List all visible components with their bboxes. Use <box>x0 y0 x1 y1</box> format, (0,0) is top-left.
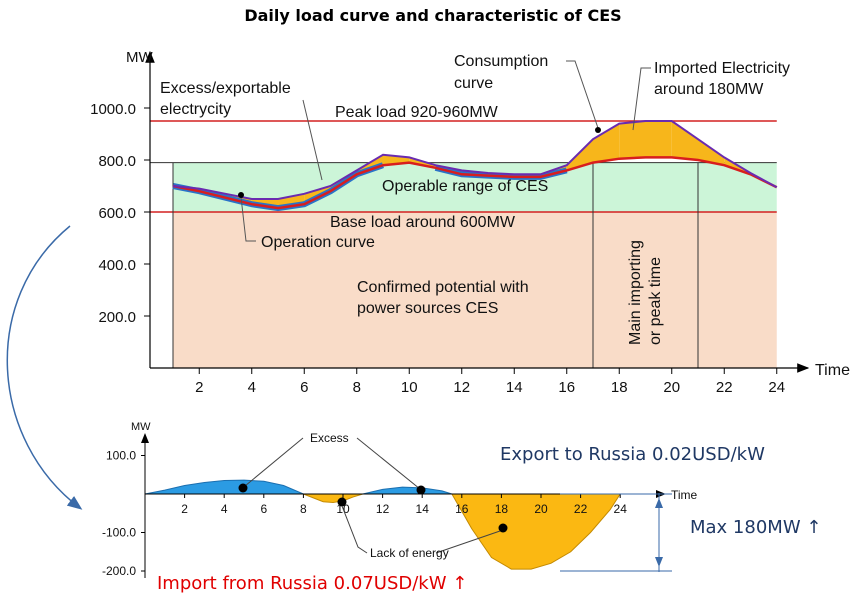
gap-segment <box>698 139 725 166</box>
top-x-tick-label: 16 <box>558 379 575 396</box>
base-load-region <box>173 212 777 368</box>
annotation-peak-time-line1: Main importing <box>627 240 644 345</box>
excess-area <box>362 486 453 495</box>
top-y-axis-label: MW <box>126 49 153 66</box>
bottom-x-tick-label: 20 <box>534 502 548 516</box>
imported-leader-line <box>632 67 651 131</box>
top-x-axis-label: Time <box>815 362 850 379</box>
top-x-tick-label: 24 <box>768 379 785 396</box>
bottom-x-tick-label: 6 <box>260 502 267 516</box>
annotation-base-load: Base load around 600MW <box>330 214 516 231</box>
annotation-consumption: Consumption curve <box>454 53 553 92</box>
lack-leader-left <box>341 505 368 554</box>
annotation-operation: Operation curve <box>261 234 375 251</box>
operation-curve <box>172 156 778 210</box>
top-y-tick-label: 1000.0 <box>90 101 136 118</box>
top-y-tick-label: 600.0 <box>98 205 136 222</box>
chart-title: Daily load curve and characteristic of C… <box>244 6 622 25</box>
top-x-tick-label: 8 <box>353 379 361 396</box>
annotation-excess-line1: Excess/exportable <box>160 80 291 97</box>
gap-segment <box>645 121 672 158</box>
top-x-tick-label: 12 <box>453 379 470 396</box>
bottom-x-tick-label: 12 <box>376 502 390 516</box>
lack-leader-right <box>435 530 501 554</box>
bottom-x-tick-label: 24 <box>614 502 628 516</box>
gap-segment <box>593 123 620 163</box>
top-y-tick-label: 800.0 <box>98 153 136 170</box>
top-x-tick-label: 18 <box>611 379 628 396</box>
top-x-tick-label: 22 <box>716 379 733 396</box>
bottom-y-tick-label: 100.0 <box>106 449 136 463</box>
bottom-x-tick-label: 16 <box>455 502 469 516</box>
operation-marker <box>238 192 244 198</box>
lack-marker-2 <box>498 523 508 533</box>
max-text: Max 180MW ↑ <box>690 517 822 538</box>
annotation-confirmed-line1: Confirmed potential with <box>357 279 529 296</box>
bottom-x-tick-label: 14 <box>416 502 430 516</box>
annotation-confirmed-line2: power sources CES <box>357 300 498 317</box>
gap-segment <box>619 121 646 159</box>
annotation-imported-line2: around 180MW <box>654 81 764 98</box>
bottom-x-axis-label: Time <box>671 488 698 502</box>
lack-of-energy-area <box>451 493 622 570</box>
bottom-y-tick-label: -100.0 <box>102 526 136 540</box>
import-text: Import from Russia 0.07USD/kW ↑ <box>157 573 468 594</box>
top-x-tick-label: 20 <box>663 379 680 396</box>
annotation-peak-time: Main importing or peak time <box>627 236 664 345</box>
bottom-x-tick-label: 4 <box>221 502 228 516</box>
annotation-excess: Excess/exportable electrycity <box>160 80 295 118</box>
excess-area <box>144 479 304 495</box>
annotation-consumption-line2: curve <box>454 75 493 92</box>
bottom-x-tick-label: 18 <box>495 502 509 516</box>
annotation-bottom-excess: Excess <box>310 431 349 445</box>
lack-of-energy-area <box>303 493 363 503</box>
bottom-y-axis-label: MW <box>131 421 151 433</box>
consumption-curve <box>172 120 778 200</box>
excess-marker-1 <box>238 483 248 493</box>
top-x-tick-label: 6 <box>300 379 308 396</box>
operation-leader-line <box>240 196 256 242</box>
annotation-operable: Operable range of CES <box>382 178 548 195</box>
top-y-tick-label: 400.0 <box>98 257 136 274</box>
top-x-tick-label: 4 <box>248 379 256 396</box>
connector-arrow <box>6 225 83 510</box>
bottom-x-tick-label: 8 <box>300 502 307 516</box>
bottom-x-tick-label: 2 <box>181 502 188 516</box>
annotation-consumption-line1: Consumption <box>454 53 548 70</box>
consumption-leader-line <box>566 60 599 129</box>
excess-marker-2 <box>416 485 426 495</box>
annotation-peak-time-line2: or peak time <box>647 257 664 345</box>
top-x-tick-label: 14 <box>506 379 523 396</box>
annotation-excess-line2: electrycity <box>160 101 231 118</box>
top-chart: 2 4 6 8 10 12 14 16 18 20 22 24200.0400.0600.0800.0… <box>90 49 850 396</box>
annotation-imported: Imported Electricity around 180MW <box>654 60 795 98</box>
bottom-y-tick-label: -200.0 <box>102 564 136 578</box>
lack-marker-1 <box>337 497 347 507</box>
annotation-confirmed: Confirmed potential with power sources C… <box>357 279 533 317</box>
export-text: Export to Russia 0.02USD/kW <box>500 444 765 465</box>
consumption-marker <box>595 127 601 133</box>
excess-leader-left <box>244 437 304 487</box>
annotation-peak-load: Peak load 920-960MW <box>335 104 499 121</box>
gap-segment <box>671 121 698 160</box>
top-x-tick-label: 10 <box>401 379 418 396</box>
top-y-tick-label: 200.0 <box>98 309 136 326</box>
excess-leader-right <box>356 437 421 490</box>
top-x-tick-label: 2 <box>195 379 203 396</box>
annotation-bottom-lack: Lack of energy <box>370 546 449 560</box>
annotation-imported-line1: Imported Electricity <box>654 60 790 77</box>
excess-leader-line <box>302 99 323 181</box>
bottom-x-tick-label: 22 <box>574 502 588 516</box>
